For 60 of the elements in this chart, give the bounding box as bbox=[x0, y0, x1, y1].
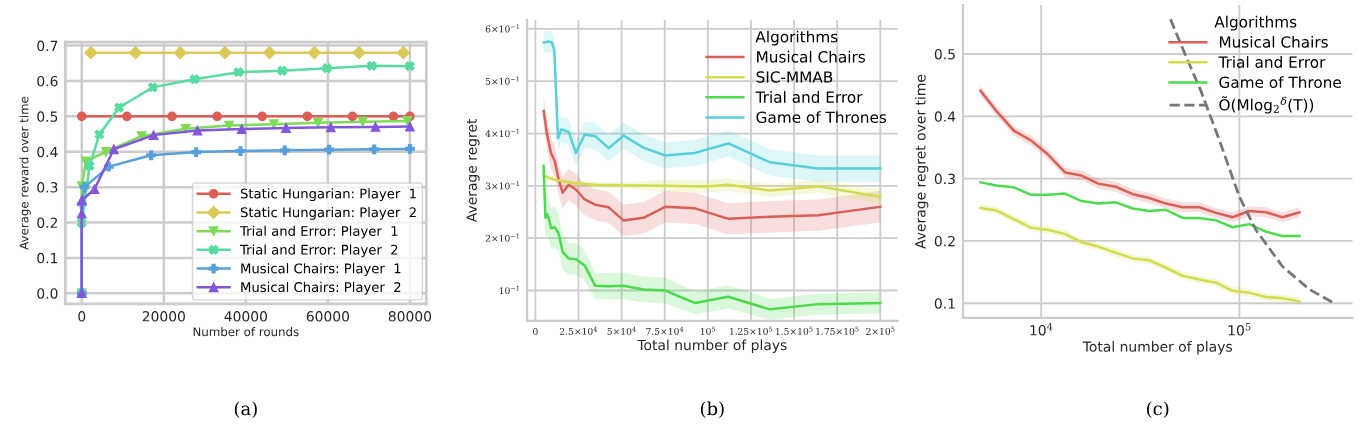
x-tick-label: 20000 bbox=[142, 311, 185, 322]
y-tick-label: 6×10$^{−1}$ bbox=[485, 24, 519, 33]
y-axis-title: Average regret bbox=[466, 118, 480, 223]
y-tick-label: 0.4 bbox=[37, 146, 58, 158]
legend-label: Trial and Error: Player 1 bbox=[239, 225, 398, 239]
legend-title: Algorithms bbox=[755, 30, 838, 46]
y-tick-label: 0.3 bbox=[934, 173, 955, 185]
x-axis-title: Number of rounds bbox=[193, 327, 299, 337]
text: (c) bbox=[1147, 401, 1169, 418]
x-tick-label: 2.5×10$^{4}$ bbox=[559, 326, 598, 335]
y-tick-label: 0.0 bbox=[37, 288, 58, 299]
text: (b) bbox=[700, 401, 724, 418]
x-tick-label: 1.25×10$^{5}$ bbox=[730, 326, 773, 335]
x-tick-label: 0 bbox=[78, 311, 86, 322]
legend-label: SIC-MMAB bbox=[756, 71, 833, 83]
x-axis-title: Total number of plays bbox=[1082, 341, 1232, 355]
y-tick-label: 0.1 bbox=[934, 298, 955, 309]
x-tick-label: 10$^{5}$ bbox=[1228, 323, 1251, 336]
x-tick-label: 5×10$^{4}$ bbox=[607, 326, 636, 335]
legend-label: Musical Chairs bbox=[757, 50, 865, 63]
legend-label: Static Hungarian: Player 1 bbox=[240, 188, 416, 202]
x-tick-label: 40000 bbox=[224, 311, 268, 322]
y-tick-label: 0.1 bbox=[37, 252, 58, 264]
y-tick-label: 10$^{−1}$ bbox=[499, 285, 519, 295]
x-tick-label: 80000 bbox=[388, 311, 432, 322]
x-tick-label: 7.5×10$^{4}$ bbox=[646, 326, 684, 335]
legend-label: Game of Thrones bbox=[756, 111, 887, 124]
legend-label: Musical Chairs bbox=[1219, 35, 1328, 48]
x-tick-label: 10$^{4}$ bbox=[1030, 323, 1053, 336]
x-tick-label: 60000 bbox=[306, 311, 350, 322]
y-tick-label: 3×10$^{−1}$ bbox=[485, 181, 519, 190]
y-tick-label: 0.2 bbox=[37, 217, 58, 228]
x-tick-label: 0 bbox=[533, 327, 538, 335]
legend-label: Trial and Error: Player 2 bbox=[239, 244, 398, 258]
y-tick-label: 0.6 bbox=[37, 75, 58, 87]
y-tick-label: 0.4 bbox=[934, 111, 956, 122]
legend-label: Musical Chairs: Player 2 bbox=[241, 281, 401, 295]
y-tick-label: 0.2 bbox=[934, 235, 955, 247]
x-tick-label: 10$^{5}$ bbox=[700, 326, 716, 335]
y-axis-title: Average regret over time bbox=[914, 74, 929, 249]
x-tick-label: 1.5×10$^{5}$ bbox=[775, 326, 813, 335]
y-tick-label: 0.5 bbox=[934, 48, 955, 60]
legend-label: Trial and Error bbox=[1218, 56, 1326, 68]
text: (a) bbox=[234, 401, 257, 418]
y-tick-label: 0.5 bbox=[37, 111, 58, 122]
y-tick-label: 0.3 bbox=[37, 182, 58, 193]
legend-label: Game of Throne bbox=[1219, 76, 1341, 89]
legend-title: Algorithms bbox=[1214, 15, 1297, 31]
legend-label: Static Hungarian: Player 2 bbox=[240, 207, 416, 220]
x-axis-title: Total number of plays bbox=[637, 339, 787, 353]
y-axis-title: Average reward over time bbox=[19, 96, 31, 250]
y-tick-label: 5×10$^{−1}$ bbox=[485, 76, 519, 85]
y-tick-label: 2×10$^{−1}$ bbox=[485, 233, 519, 242]
legend-label: Õ(Mlog$_{2}$$^{δ}$(T)) bbox=[1219, 96, 1314, 114]
x-tick-label: 1.75×10$^{5}$ bbox=[816, 326, 859, 335]
x-tick-label: 2×10$^{5}$ bbox=[866, 326, 895, 335]
y-tick-label: 0.7 bbox=[37, 40, 58, 52]
legend-label: Trial and Error bbox=[755, 91, 863, 103]
legend-label: Musical Chairs: Player 1 bbox=[241, 263, 401, 276]
y-tick-label: 4×10$^{−1}$ bbox=[485, 128, 519, 138]
